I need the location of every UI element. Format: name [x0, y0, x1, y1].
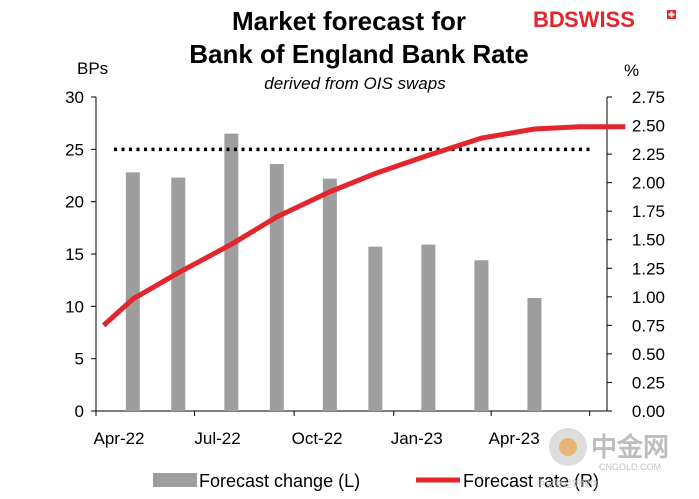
chart-subtitle: derived from OIS swaps	[264, 74, 446, 93]
left-axis-tick-label: 10	[65, 297, 84, 316]
x-axis-tick-label: Jan-23	[391, 429, 443, 448]
swiss-cross-horizontal	[668, 13, 675, 16]
chart-title-line2: Bank of England Bank Rate	[189, 39, 529, 69]
right-axis-tick-label: 0.25	[632, 373, 665, 392]
left-axis-tick-label: 20	[65, 193, 84, 212]
bar	[421, 244, 436, 411]
line-series	[101, 124, 626, 328]
bar	[125, 172, 140, 411]
right-axis-tick-label: 2.25	[632, 145, 665, 164]
bar	[527, 297, 542, 411]
right-axis-unit: %	[624, 61, 639, 80]
bar	[269, 163, 284, 411]
x-axis-tick-label: Jul-22	[194, 429, 240, 448]
left-axis-tick-label: 30	[65, 88, 84, 107]
watermark-en: CNGOLD.COM	[599, 462, 661, 472]
right-axis-tick-label: 1.25	[632, 259, 665, 278]
bar	[474, 260, 489, 411]
right-axis-tick-label: 2.75	[632, 88, 665, 107]
bar	[224, 133, 239, 411]
left-axis-tick-label: 0	[75, 402, 84, 421]
watermark-cn: 中金网	[591, 432, 669, 463]
left-axis-tick-label: 15	[65, 245, 84, 264]
x-axis-tick-label: Apr-23	[489, 429, 540, 448]
brand-logo-bd: BD	[533, 7, 565, 32]
right-axis-tick-label: 2.00	[632, 174, 665, 193]
right-axis-tick-label: 0.75	[632, 316, 665, 335]
brand-logo-swiss: SWISS	[564, 7, 635, 32]
bar-series	[125, 133, 542, 411]
bar	[171, 177, 186, 411]
left-axis-tick-label: 5	[75, 350, 84, 369]
legend-swatch-bars	[153, 473, 197, 487]
right-axis-tick-label: 1.50	[632, 231, 665, 250]
right-axis-tick-label: 2.50	[632, 117, 665, 136]
left-axis-unit: BPs	[77, 59, 108, 78]
right-axis-tick-label: 0.50	[632, 345, 665, 364]
legend-label-line: Forecast rate (R)	[463, 471, 599, 491]
right-axis-tick-label: 1.00	[632, 288, 665, 307]
x-axis-tick-label: Apr-22	[93, 429, 144, 448]
legend-label-bars: Forecast change (L)	[199, 471, 360, 491]
brand-logo: BD SWISS	[533, 7, 676, 32]
right-axis-tick-label: 1.75	[632, 202, 665, 221]
watermark-logo-core	[559, 438, 577, 456]
bar	[368, 246, 383, 411]
right-axis-tick-label: 0.00	[632, 402, 665, 421]
tick-labels: 0 5 10 15 20 25 30 0.00 0.25 0.50 0.75 1.00 1.25 1.50…	[65, 88, 665, 448]
bar	[322, 178, 337, 411]
watermark: 中金网 CNGOLD.COM 中金财经新媒体	[536, 428, 669, 489]
left-axis-tick-label: 25	[65, 140, 84, 159]
chart-title-line1: Market forecast for	[232, 6, 466, 36]
x-axis-tick-label: Oct-22	[292, 429, 343, 448]
forecast-rate-line	[101, 124, 626, 328]
axes	[91, 96, 612, 416]
legend: Forecast change (L) Forecast rate (R)	[153, 471, 599, 491]
watermark-sub: 中金财经新媒体	[536, 478, 599, 489]
